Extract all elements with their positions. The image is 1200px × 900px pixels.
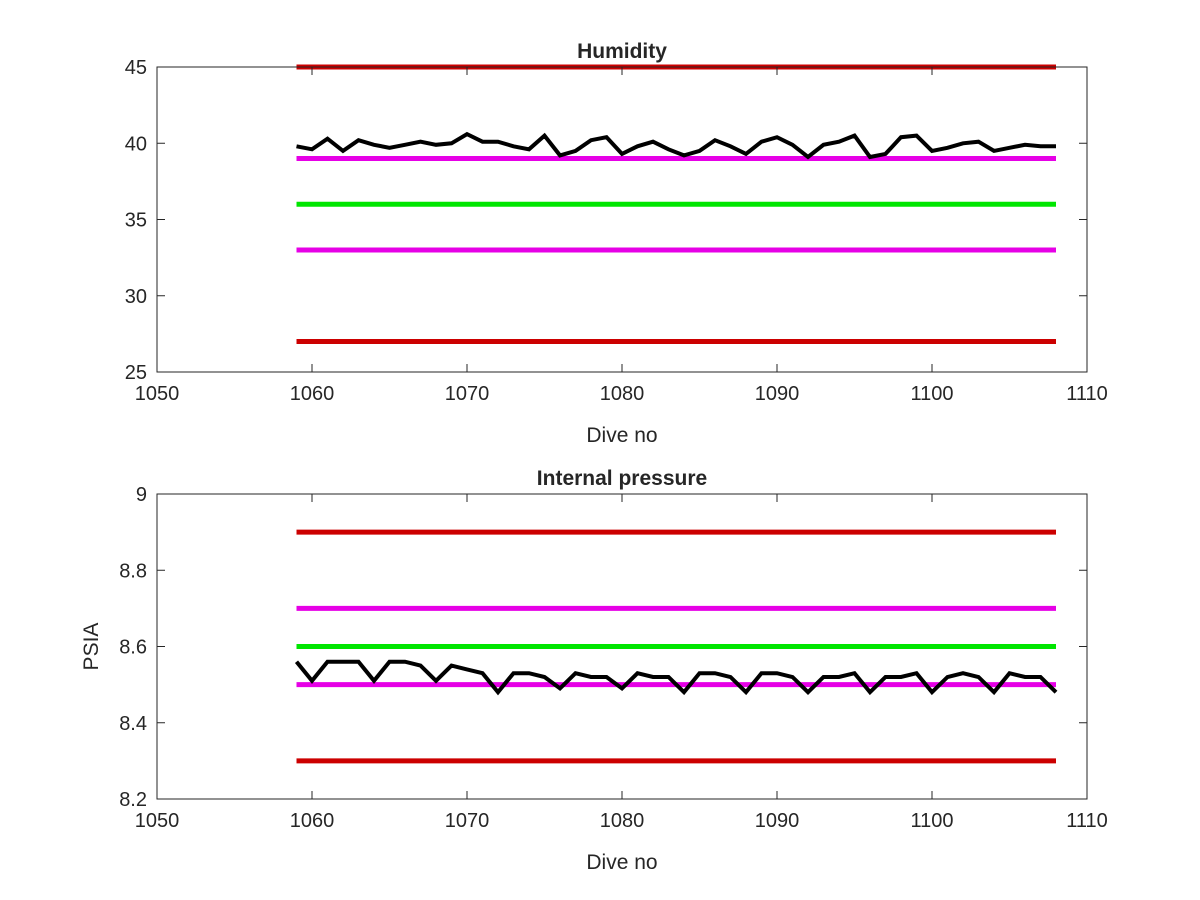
x-axis-label: Dive no	[586, 424, 657, 447]
x-tick-label: 1100	[910, 810, 953, 832]
x-tick-label: 1080	[600, 383, 645, 405]
y-tick-label: 30	[125, 286, 147, 308]
data-series-line	[296, 131, 1056, 160]
y-tick-label: 8.8	[119, 560, 147, 582]
y-tick-label: 45	[125, 57, 147, 79]
x-tick-label: 1090	[755, 383, 800, 405]
y-tick-label: 8.6	[119, 637, 147, 659]
chart-title: Humidity	[577, 40, 667, 63]
x-tick-label: 1070	[445, 383, 490, 405]
y-tick-label: 8.2	[119, 789, 147, 811]
y-tick-label: 9	[136, 484, 147, 506]
x-tick-label: 1080	[600, 810, 645, 832]
plot-area	[157, 67, 1087, 372]
y-tick-label: 25	[125, 362, 147, 384]
y-axis-label: PSIA	[80, 623, 103, 671]
y-tick-label: 40	[125, 133, 147, 155]
chart-title: Internal pressure	[537, 467, 707, 490]
x-tick-label: 1070	[445, 810, 490, 832]
y-tick-label: 8.4	[119, 713, 147, 735]
x-tick-label: 1050	[135, 810, 180, 832]
x-axis-label: Dive no	[586, 851, 657, 874]
x-tick-label: 1110	[1066, 810, 1108, 832]
internal-pressure-panel: 1050 1060 1070 1080 1090 1100 1110 8.2 8.4 8.6 8.8…	[80, 467, 1108, 874]
x-tick-label: 1100	[910, 383, 953, 405]
x-tick-label: 1090	[755, 810, 800, 832]
humidity-panel: 1050 1060 1070 1080 1090 1100 1110 25 30 35 40 45 Hu…	[125, 40, 1108, 447]
data-series-line	[294, 659, 1058, 696]
x-tick-label: 1050	[135, 383, 180, 405]
x-tick-label: 1060	[290, 810, 335, 832]
x-tick-label: 1110	[1066, 383, 1108, 405]
x-tick-label: 1060	[290, 383, 335, 405]
y-tick-label: 35	[125, 210, 147, 232]
